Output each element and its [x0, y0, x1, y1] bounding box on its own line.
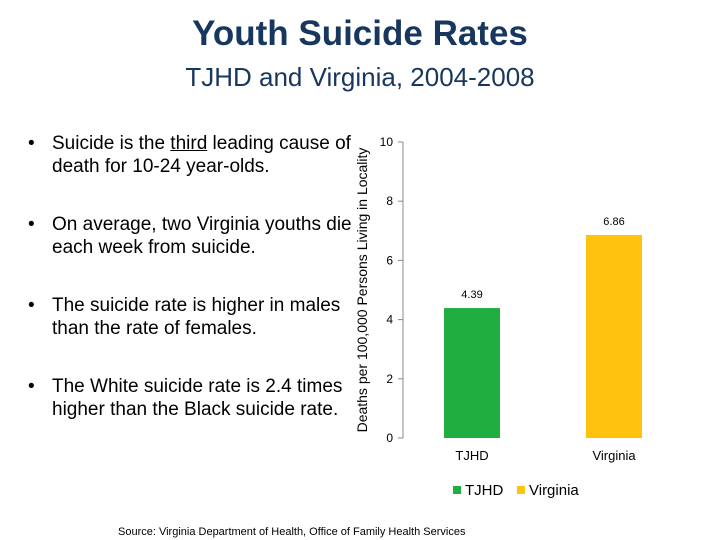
bullet-emphasis: third — [170, 133, 208, 154]
data-label: 4.39 — [461, 289, 482, 301]
page-subtitle: TJHD and Virginia, 2004-2008 — [185, 62, 535, 92]
bullet-dot-icon: • — [28, 376, 35, 397]
source-note: Source: Virginia Department of Health, O… — [118, 526, 466, 538]
x-tick-label: TJHD — [455, 448, 488, 463]
legend-label: Virginia — [529, 482, 579, 499]
bullet-dot-icon: • — [28, 214, 35, 235]
page-title: Youth Suicide Rates — [192, 14, 528, 53]
y-axis-label: Deaths per 100,000 Persons Living in Loc… — [354, 148, 370, 433]
legend-swatch — [517, 486, 525, 494]
bullet-item: • Suicide is the third leading cause of … — [28, 132, 352, 178]
y-tick-label: 2 — [386, 372, 393, 386]
data-label: 6.86 — [603, 216, 624, 228]
bar-group: 4.39 6.86 — [444, 216, 642, 438]
y-tick-label: 10 — [380, 135, 394, 149]
bullet-dot-icon: • — [28, 133, 35, 154]
bullet-text: The suicide rate is higher in males than… — [52, 295, 341, 339]
y-tick-group: 0 2 4 6 8 10 — [380, 135, 403, 445]
category-label-group: TJHD Virginia — [455, 448, 636, 463]
y-tick-label: 0 — [386, 431, 393, 445]
y-tick-label: 8 — [386, 194, 393, 208]
bullet-item: • The suicide rate is higher in males th… — [28, 294, 352, 340]
bullet-text: Suicide is the — [52, 133, 171, 154]
bullet-text: On average, two Virginia youths die each… — [52, 214, 352, 258]
bar — [586, 234, 642, 438]
legend: TJHD Virginia — [453, 482, 579, 499]
legend-swatch — [453, 486, 461, 494]
bullet-item: • On average, two Virginia youths die ea… — [28, 213, 352, 259]
bar — [444, 308, 500, 438]
bullet-dot-icon: • — [28, 295, 35, 316]
bullet-text: The White suicide rate is 2.4 times high… — [52, 376, 343, 420]
x-tick-label: Virginia — [592, 448, 636, 463]
bullet-item: • The White suicide rate is 2.4 times hi… — [28, 375, 352, 421]
y-tick-label: 6 — [386, 253, 393, 267]
legend-label: TJHD — [465, 482, 503, 499]
y-tick-label: 4 — [386, 313, 393, 327]
bullet-text: leading cause of death for 10-24 year-ol… — [52, 133, 351, 177]
